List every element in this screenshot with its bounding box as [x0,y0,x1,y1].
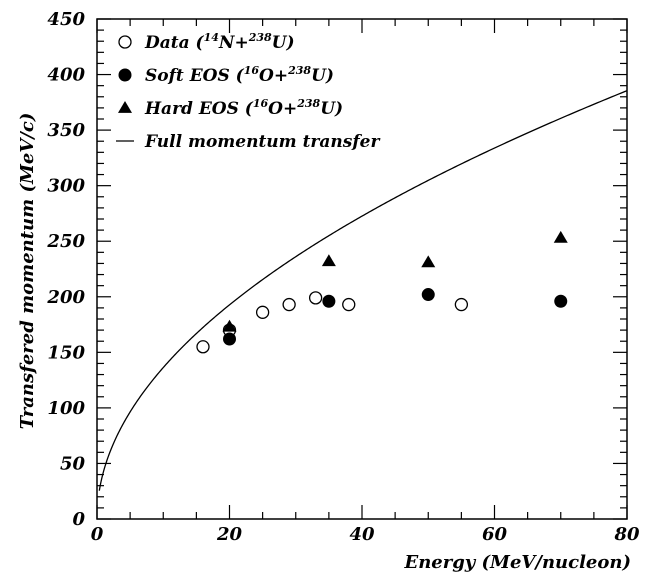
soft-eos-point [421,288,435,302]
y-tick-label: 200 [46,287,85,308]
y-tick-label: 400 [47,65,85,86]
y-tick-label: 300 [47,176,85,197]
soft-eos-point [223,332,236,346]
hard-eos-point [321,254,336,267]
hard-eos-point [222,319,237,332]
x-tick-label: 0 [91,524,104,545]
y-tick-label: 350 [47,120,85,141]
soft-eos-point [322,294,336,308]
data-point [454,297,469,312]
y-tick-label: 150 [47,342,85,363]
hard-eos-point [421,255,436,268]
data-point [282,297,296,312]
plot-frame [96,18,628,520]
y-tick-label: 250 [46,231,85,252]
x-tick-label: 80 [613,524,640,545]
legend-label: Hard EOS (16O+238U) [144,97,343,119]
data-points-layer [196,230,568,354]
legend: Data (14N+238U) Soft EOS (16O+238U) Hard E… [116,31,380,152]
data-point [255,305,270,319]
full-momentum-transfer-line [98,90,628,491]
x-tick-label: 20 [216,524,243,545]
y-axis-title: Transfered momentum (MeV/c) [17,113,38,430]
data-point [308,291,323,305]
full-momentum-curve-layer [98,90,628,491]
legend-label: Full momentum transfer [144,132,380,152]
data-point [196,340,210,354]
y-tick-label: 100 [47,398,85,419]
soft-eos-point [554,294,568,308]
y-tick-label: 450 [47,9,85,30]
x-tick-label: 60 [482,524,508,545]
y-tick-label: 50 [60,453,86,474]
axes: 0 20 40 60 80 0 50 100 150 200 250 300 350 400 450 [46,9,640,545]
legend-marker [118,101,132,113]
legend-marker [118,35,132,49]
x-axis-title: Energy (MeV/nucleon) [403,552,631,573]
legend-label: Soft EOS (16O+238U) [145,64,334,86]
hard-eos-point [553,230,568,243]
y-tick-label: 0 [72,509,85,530]
x-tick-label: 40 [349,524,375,545]
legend-label: Data (14N+238U) [144,31,295,53]
data-point [342,297,356,312]
legend-marker [118,68,132,82]
